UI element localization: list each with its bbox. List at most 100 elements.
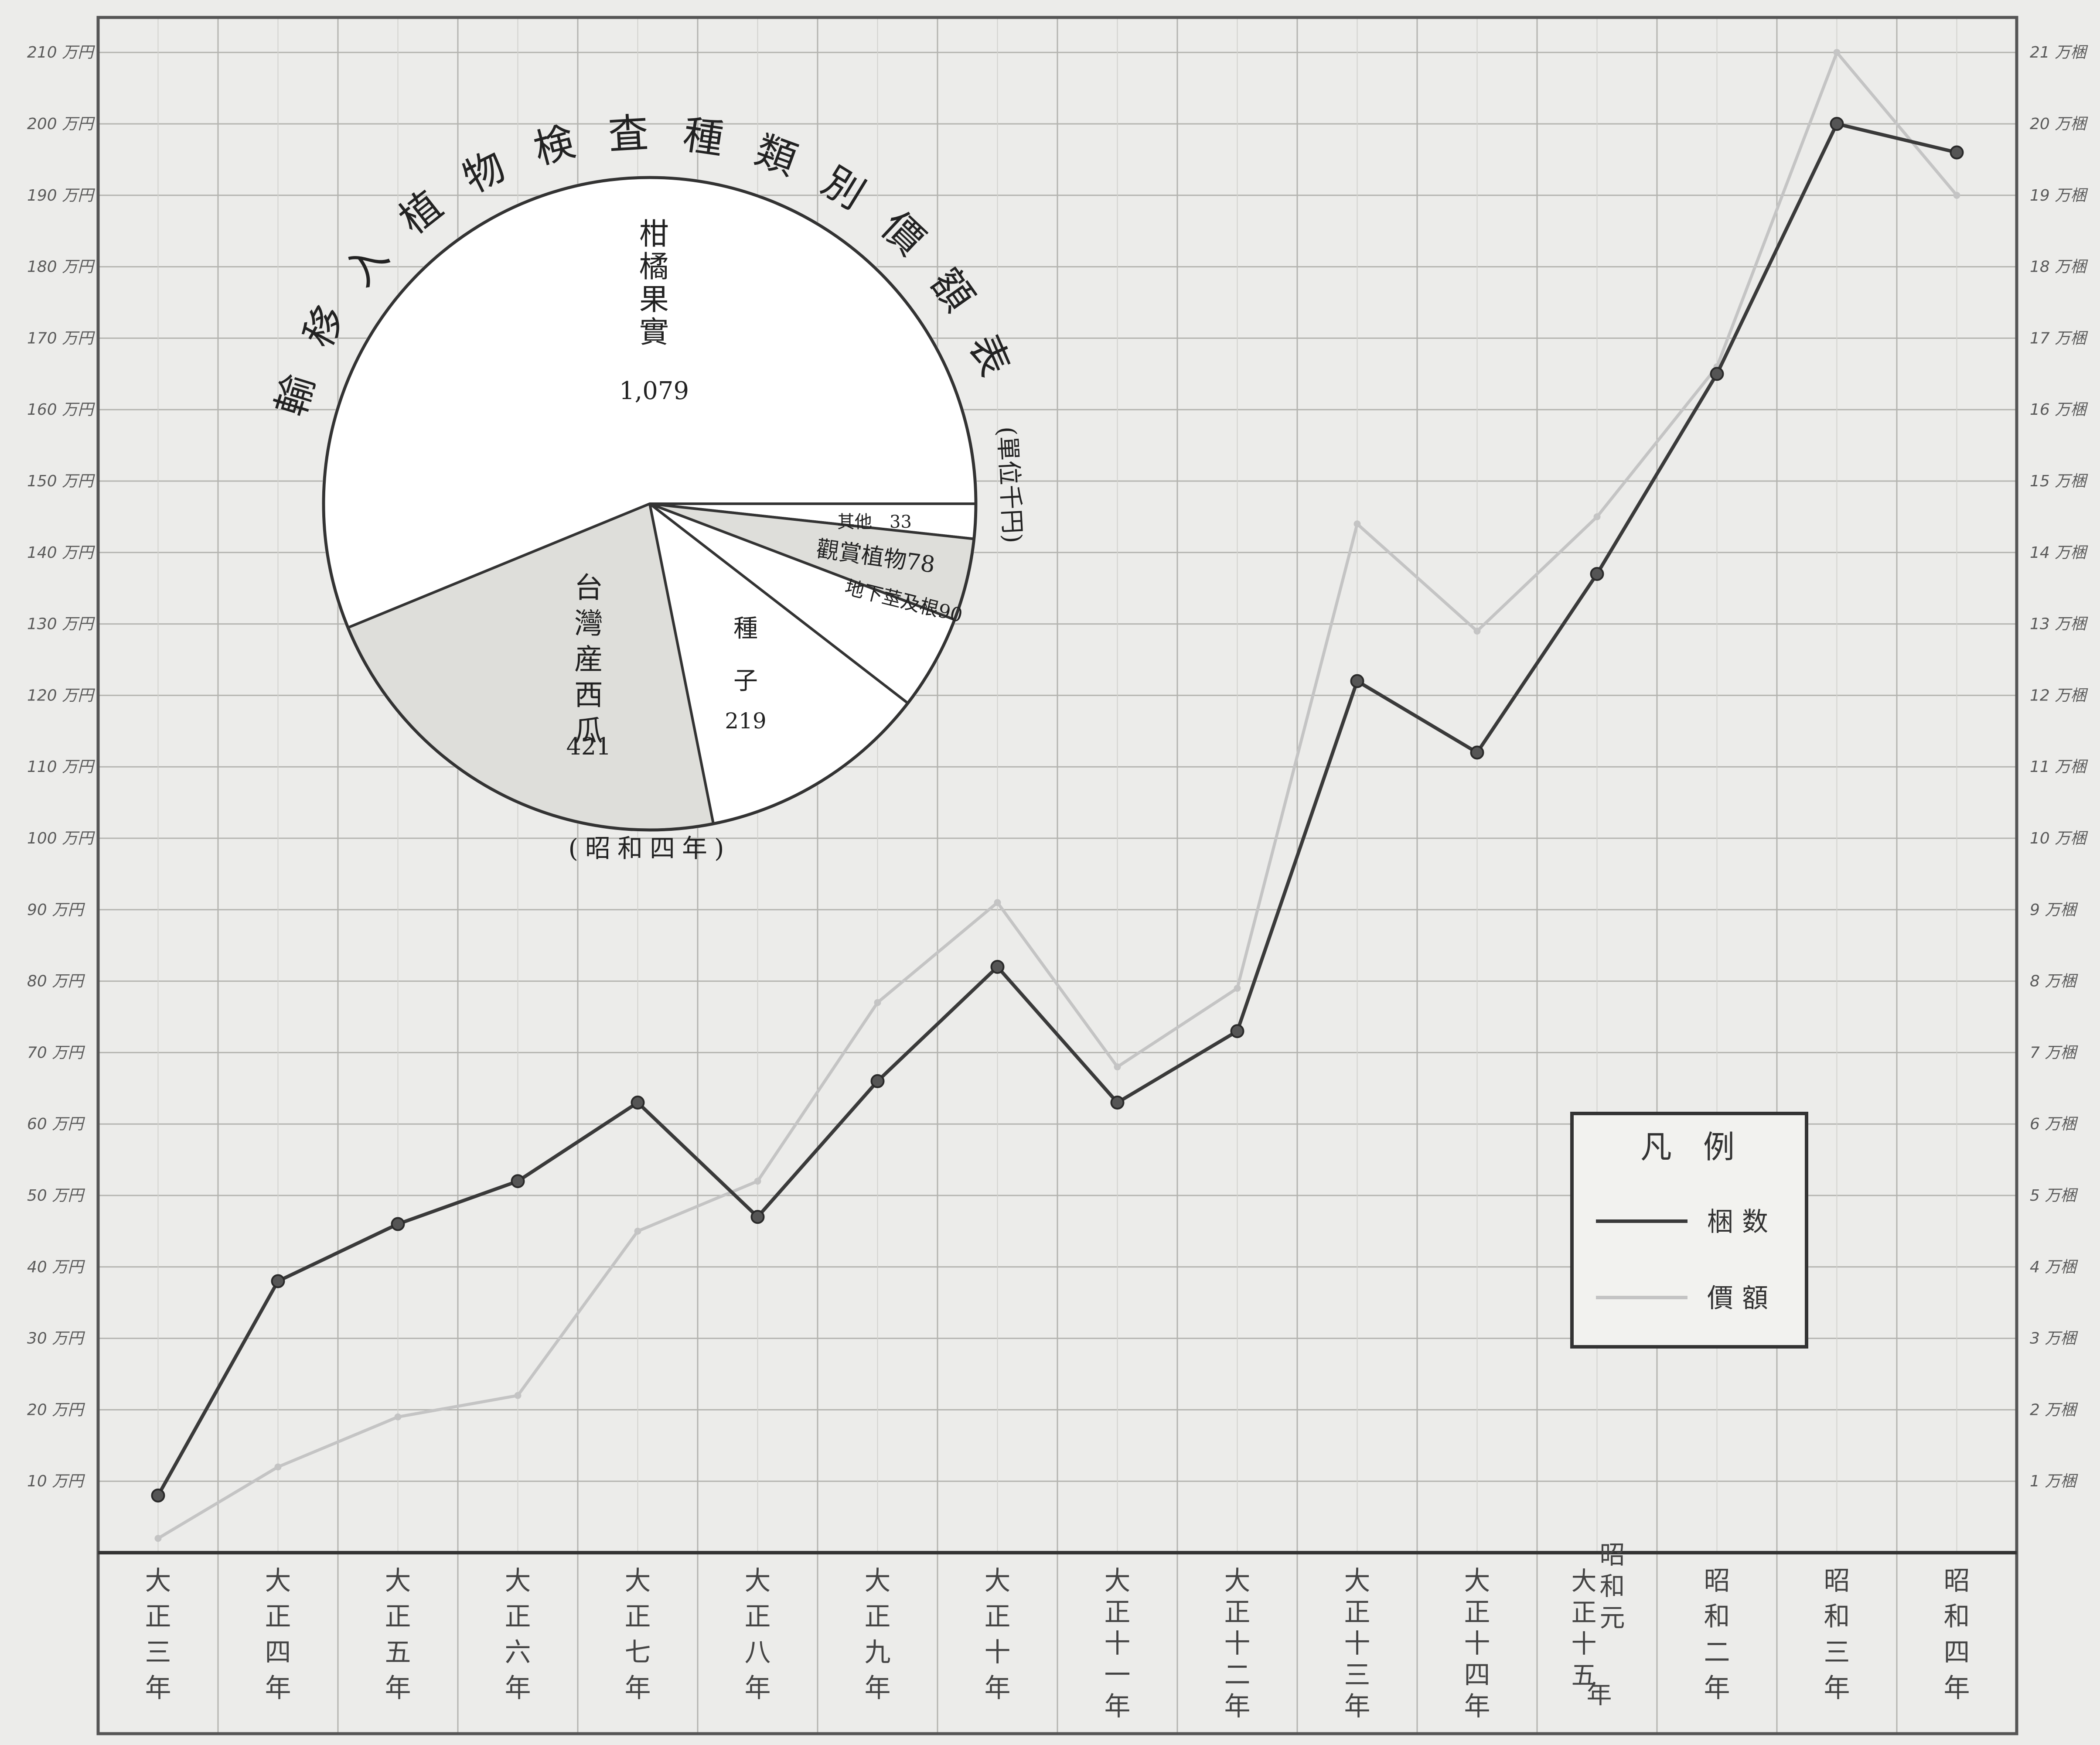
x-category-char: 二 bbox=[1704, 1637, 1730, 1668]
x-category-char: 和 bbox=[1599, 1571, 1625, 1601]
data-point bbox=[754, 1178, 761, 1185]
x-category-char: 年 bbox=[1944, 1673, 1970, 1704]
x-category-char: 年 bbox=[1704, 1673, 1730, 1704]
x-category-char: 五 bbox=[1571, 1660, 1596, 1690]
left-axis-ticks: 10 万円 20 万円 30 万円 40 万円 50 万円 60 万円 70 万円 80 万円… bbox=[27, 44, 95, 1490]
x-category-char: 大 bbox=[1571, 1566, 1596, 1596]
pie-label-char: 子 bbox=[733, 667, 758, 695]
x-category-char: 十 bbox=[985, 1637, 1011, 1668]
x-category-char: 正 bbox=[985, 1602, 1011, 1632]
pie-label-seeds: 種子 bbox=[733, 615, 758, 695]
x-category-char: 大 bbox=[145, 1566, 171, 1596]
data-point bbox=[1830, 117, 1844, 131]
data-point bbox=[151, 1488, 165, 1503]
right-tick-label: 15 万梱 bbox=[2030, 472, 2088, 490]
right-tick-label: 20 万梱 bbox=[2030, 115, 2088, 133]
pie-label-char: 台 bbox=[574, 571, 603, 604]
data-point bbox=[874, 999, 881, 1006]
right-tick-label: 12 万梱 bbox=[2030, 686, 2088, 704]
x-category-char: 年 bbox=[265, 1673, 291, 1704]
data-point bbox=[274, 1463, 282, 1471]
right-tick-label: 5 万梱 bbox=[2030, 1187, 2078, 1205]
x-category-char: 正 bbox=[145, 1602, 171, 1632]
left-tick-label: 100 万円 bbox=[27, 830, 95, 847]
x-category-char: 正 bbox=[625, 1602, 651, 1632]
x-category-char: 四 bbox=[265, 1637, 291, 1668]
right-tick-label: 19 万梱 bbox=[2030, 187, 2088, 205]
left-tick-label: 10 万円 bbox=[27, 1472, 85, 1490]
data-point bbox=[634, 1227, 641, 1235]
data-point bbox=[514, 1392, 522, 1399]
data-point bbox=[1234, 984, 1241, 992]
x-category-char: 三 bbox=[1344, 1660, 1370, 1690]
data-point bbox=[394, 1413, 402, 1421]
x-category-char: 四 bbox=[1464, 1660, 1490, 1690]
x-category-char: 年 bbox=[985, 1673, 1011, 1704]
data-point bbox=[1350, 674, 1364, 688]
left-tick-label: 90 万円 bbox=[27, 901, 85, 919]
right-tick-label: 9 万梱 bbox=[2030, 901, 2078, 919]
x-category-char: 年 bbox=[1464, 1691, 1490, 1722]
left-tick-label: 80 万円 bbox=[27, 973, 85, 990]
left-tick-label: 200 万円 bbox=[27, 115, 95, 133]
left-tick-label: 150 万円 bbox=[27, 472, 95, 490]
x-category-char: 九 bbox=[865, 1637, 891, 1668]
x-category-char: 年 bbox=[385, 1673, 411, 1704]
data-point bbox=[631, 1096, 645, 1110]
x-category-char: 正 bbox=[505, 1602, 531, 1632]
x-category-char: 正 bbox=[1571, 1598, 1596, 1627]
x-category-char: 和 bbox=[1824, 1602, 1850, 1632]
x-category-char: 一 bbox=[1105, 1660, 1131, 1690]
x-category-char: 正 bbox=[1344, 1597, 1370, 1628]
series-layer bbox=[151, 49, 1964, 1542]
pie-label-char: 灣 bbox=[574, 607, 603, 640]
pie-label-char: 種 bbox=[733, 615, 758, 643]
x-category-char: 二 bbox=[1224, 1660, 1251, 1690]
left-tick-label: 40 万円 bbox=[27, 1258, 85, 1276]
x-category-char: 年 bbox=[1224, 1691, 1251, 1722]
pie-label-char: 西 bbox=[574, 678, 603, 712]
x-category-char: 大 bbox=[505, 1566, 531, 1596]
chart-frame bbox=[96, 16, 2018, 1735]
x-category-char: 五 bbox=[385, 1637, 411, 1668]
x-category-char: 和 bbox=[1944, 1602, 1970, 1632]
x-category-char: 年 bbox=[625, 1673, 651, 1704]
pie-subtitle: (昭和四年) bbox=[568, 833, 731, 863]
right-tick-label: 21 万梱 bbox=[2030, 44, 2088, 61]
data-point bbox=[1110, 1096, 1125, 1110]
data-point bbox=[1114, 1063, 1121, 1071]
right-tick-label: 16 万梱 bbox=[2030, 401, 2088, 419]
x-category-char: 大 bbox=[385, 1566, 411, 1596]
right-tick-label: 10 万梱 bbox=[2030, 830, 2088, 847]
pie-label-char: 果 bbox=[639, 283, 669, 317]
right-tick-label: 3 万梱 bbox=[2030, 1330, 2078, 1348]
x-category-char: 十 bbox=[1344, 1629, 1370, 1659]
left-tick-label: 30 万円 bbox=[27, 1330, 85, 1348]
x-category-char: 十 bbox=[1105, 1629, 1131, 1659]
left-tick-label: 140 万円 bbox=[27, 544, 95, 562]
x-category-char: 三 bbox=[145, 1637, 171, 1668]
x-category-char: 年 bbox=[145, 1673, 171, 1704]
left-tick-label: 210 万円 bbox=[27, 44, 95, 61]
pie-label-other: 其他 33 bbox=[837, 512, 912, 532]
right-tick-label: 18 万梱 bbox=[2030, 258, 2088, 276]
x-category-char: 六 bbox=[505, 1637, 531, 1668]
right-tick-label: 6 万梱 bbox=[2030, 1115, 2078, 1133]
pie-outline bbox=[322, 176, 978, 832]
pie-label-char: 實 bbox=[639, 315, 669, 350]
x-category-char: 八 bbox=[745, 1637, 771, 1668]
x-category-char: 七 bbox=[625, 1637, 651, 1668]
x-category-char: 年 bbox=[745, 1673, 771, 1704]
right-tick-label: 14 万梱 bbox=[2030, 544, 2088, 562]
x-category-char: 十 bbox=[1224, 1629, 1251, 1659]
x-category-char: 正 bbox=[1464, 1597, 1490, 1628]
